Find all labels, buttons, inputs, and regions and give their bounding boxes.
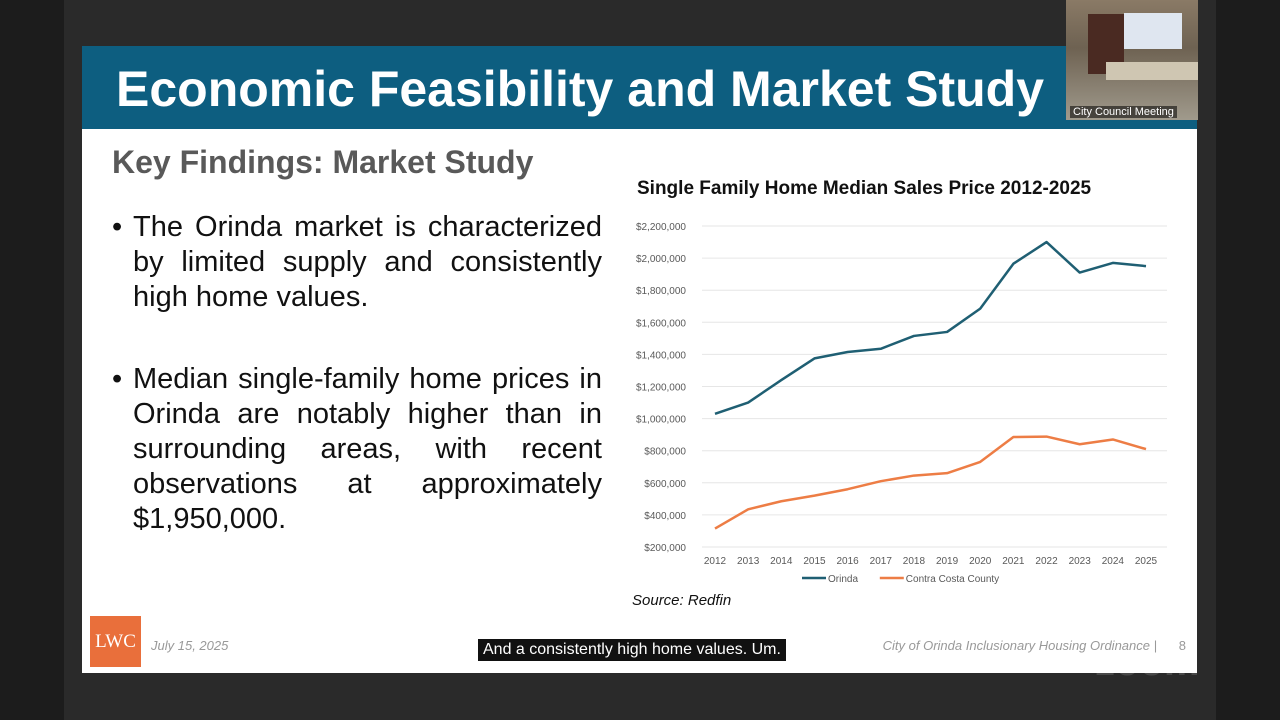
y-tick-label: $1,200,000 <box>636 383 686 394</box>
y-tick-label: $1,000,000 <box>636 415 686 426</box>
lwc-logo: LWC <box>90 616 141 667</box>
y-tick-label: $600,000 <box>644 479 686 490</box>
participant-video-thumbnail[interactable]: City Council Meeting <box>1066 0 1198 120</box>
zoom-watermark: zoom <box>1095 640 1200 684</box>
y-tick-label: $1,800,000 <box>636 286 686 297</box>
slide-header: Economic Feasibility and Market Study <box>82 46 1197 129</box>
x-tick-label: 2020 <box>969 556 992 567</box>
x-tick-label: 2017 <box>870 556 893 567</box>
closed-caption: And a consistently high home values. Um. <box>478 639 786 661</box>
x-tick-label: 2022 <box>1035 556 1058 567</box>
x-tick-label: 2018 <box>903 556 926 567</box>
slide-title: Economic Feasibility and Market Study <box>116 61 1045 117</box>
x-tick-label: 2015 <box>803 556 826 567</box>
y-tick-label: $2,000,000 <box>636 254 686 265</box>
slide-date: July 15, 2025 <box>151 638 229 653</box>
x-tick-label: 2016 <box>836 556 859 567</box>
video-projection-screen <box>1124 13 1182 49</box>
x-tick-label: 2023 <box>1069 556 1092 567</box>
chart-source: Source: Redfin <box>632 592 732 609</box>
footer-text: City of Orinda Inclusionary Housing Ordi… <box>882 638 1150 653</box>
series-line-orinda <box>714 240 1147 415</box>
y-tick-label: $800,000 <box>644 447 686 458</box>
video-dais <box>1106 62 1198 80</box>
x-tick-label: 2012 <box>704 556 727 567</box>
bullet-dot: • <box>112 363 123 395</box>
y-tick-label: $2,200,000 <box>636 222 686 233</box>
chart-title: Single Family Home Median Sales Price 20… <box>637 178 1092 199</box>
legend-label: Orinda <box>828 574 858 585</box>
slide-subtitle: Key Findings: Market Study <box>112 144 534 180</box>
y-tick-label: $1,400,000 <box>636 350 686 361</box>
line-chart: $200,000 $400,000 $600,000 $800,000 $1,000,0… <box>636 222 1167 585</box>
y-tick-label: $1,600,000 <box>636 318 686 329</box>
x-tick-label: 2024 <box>1102 556 1125 567</box>
x-tick-label: 2014 <box>770 556 793 567</box>
y-tick-label: $400,000 <box>644 511 686 522</box>
series-line-contra-costa-county <box>714 435 1147 530</box>
bullet-item: • The Orinda market is characterized by … <box>112 211 602 313</box>
bullet-dot: • <box>112 211 123 243</box>
bullet-item: • Median single-family home prices in Or… <box>112 363 602 535</box>
page-number: 8 <box>1178 638 1186 653</box>
x-tick-label: 2025 <box>1135 556 1158 567</box>
y-tick-label: $200,000 <box>644 543 686 554</box>
video-label: City Council Meeting <box>1070 106 1177 118</box>
x-tick-label: 2021 <box>1002 556 1025 567</box>
legend-label: Contra Costa County <box>906 574 999 585</box>
presentation-slide: Economic Feasibility and Market Study Ke… <box>82 46 1197 673</box>
x-tick-label: 2019 <box>936 556 959 567</box>
slide-footer: City of Orinda Inclusionary Housing Ordi… <box>882 638 1157 653</box>
x-tick-label: 2013 <box>737 556 760 567</box>
